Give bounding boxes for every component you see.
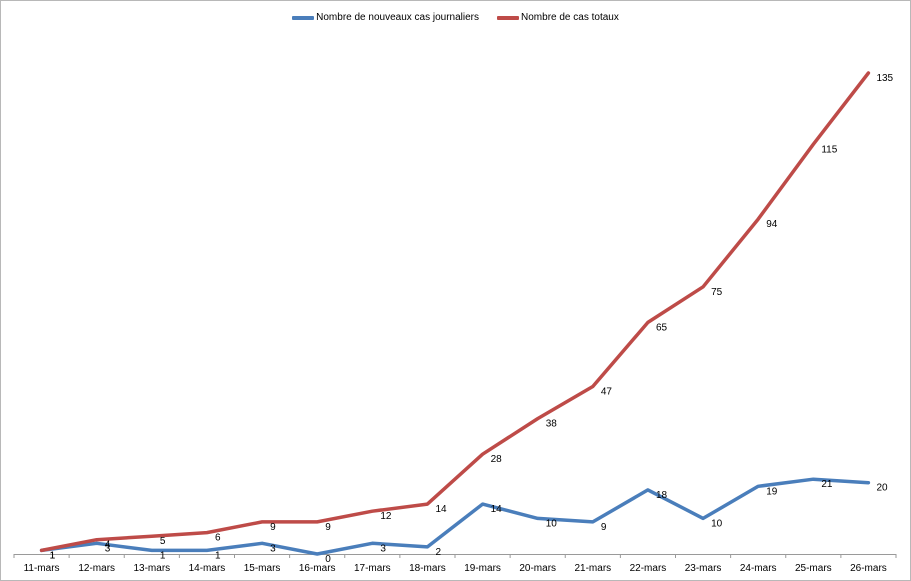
x-axis: 11-mars 12-mars 13-mars 14-mars 15-mars 16-ma… [13,554,897,574]
data-label-daily-cases: 3 [380,543,386,554]
series-line-total-cases [39,71,871,553]
x-tick-label: 21-mars [574,563,611,574]
data-label-daily-cases: 1 [215,550,221,561]
legend-item-total-cases: Nombre de cas totaux [497,12,619,23]
data-label-total-cases: 14 [435,504,447,515]
data-label-daily-cases: 1 [160,550,166,561]
data-label-daily-cases: 18 [656,490,668,501]
data-label-total-cases: 9 [270,522,276,533]
data-label-daily-cases: 0 [325,554,331,565]
data-label-total-cases: 94 [766,219,778,230]
data-label-total-cases: 5 [160,536,166,547]
data-label-daily-cases: 9 [601,522,607,533]
x-tick-label: 20-mars [519,563,556,574]
data-label-total-cases: 9 [325,522,331,533]
data-label-daily-cases: 19 [766,486,778,497]
x-tick-label: 16-mars [299,563,336,574]
x-tick-label: 25-mars [795,563,832,574]
data-label-daily-cases: 10 [711,518,723,529]
x-tick-label: 13-mars [133,563,170,574]
data-label-total-cases: 65 [656,322,668,333]
data-label-total-cases: 28 [491,454,503,465]
data-label-daily-cases: 20 [876,483,888,494]
data-label-total-cases: 47 [601,387,613,398]
data-label-total-cases: 75 [711,287,723,298]
legend-label-total-cases: Nombre de cas totaux [521,12,619,23]
data-label-daily-cases: 10 [546,518,558,529]
x-tick-label: 26-mars [850,563,887,574]
data-label-daily-cases: 3 [270,543,276,554]
x-tick-label: 18-mars [409,563,446,574]
data-label-total-cases: 38 [546,419,558,430]
data-label-total-cases: 1 [50,550,56,561]
x-tick-label: 15-mars [244,563,281,574]
legend: Nombre de nouveaux cas journaliers Nombr… [0,12,911,23]
x-tick-label: 19-mars [464,563,501,574]
data-label-daily-cases: 2 [435,547,441,558]
x-tick-label: 24-mars [740,563,777,574]
data-label-daily-cases: 21 [821,479,833,490]
series-layer [39,71,871,556]
data-label-total-cases: 115 [821,144,837,155]
data-label-daily-cases: 3 [105,543,111,554]
data-label-total-cases: 12 [380,511,392,522]
x-tick-label: 14-mars [189,563,226,574]
legend-item-daily-cases: Nombre de nouveaux cas journaliers [292,12,479,23]
x-tick-label: 17-mars [354,563,391,574]
data-label-daily-cases: 1 [50,550,56,561]
data-label-daily-cases: 14 [491,504,503,515]
legend-label-daily-cases: Nombre de nouveaux cas journaliers [316,12,480,23]
series-line-daily-cases [39,477,871,556]
data-label-total-cases: 135 [876,73,893,84]
data-label-total-cases: 4 [105,540,111,551]
x-tick-label: 11-mars [24,563,60,574]
data-label-total-cases: 6 [215,533,221,544]
legend-swatch-total-cases [497,15,520,20]
x-tick-label: 12-mars [78,563,115,574]
x-tick-label: 22-mars [630,563,667,574]
x-tick-label: 23-mars [685,563,722,574]
legend-swatch-daily-cases [292,15,315,20]
